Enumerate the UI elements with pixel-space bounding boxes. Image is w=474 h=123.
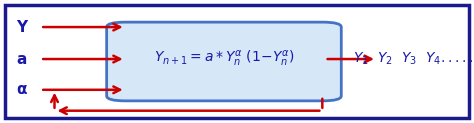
Text: $Y_{n+1}= a * Y_n^{\alpha}\ (1\!-\!Y_n^{\alpha})$: $Y_{n+1}= a * Y_n^{\alpha}\ (1\!-\!Y_n^{… [154, 49, 294, 69]
Text: Y: Y [16, 20, 27, 35]
Text: $Y_1\ \ Y_2\ \ Y_3\ \ Y_4........$: $Y_1\ \ Y_2\ \ Y_3\ \ Y_4........$ [353, 51, 474, 67]
Text: α: α [16, 82, 27, 97]
FancyBboxPatch shape [5, 5, 469, 118]
Text: a: a [16, 52, 27, 67]
FancyBboxPatch shape [107, 22, 341, 101]
